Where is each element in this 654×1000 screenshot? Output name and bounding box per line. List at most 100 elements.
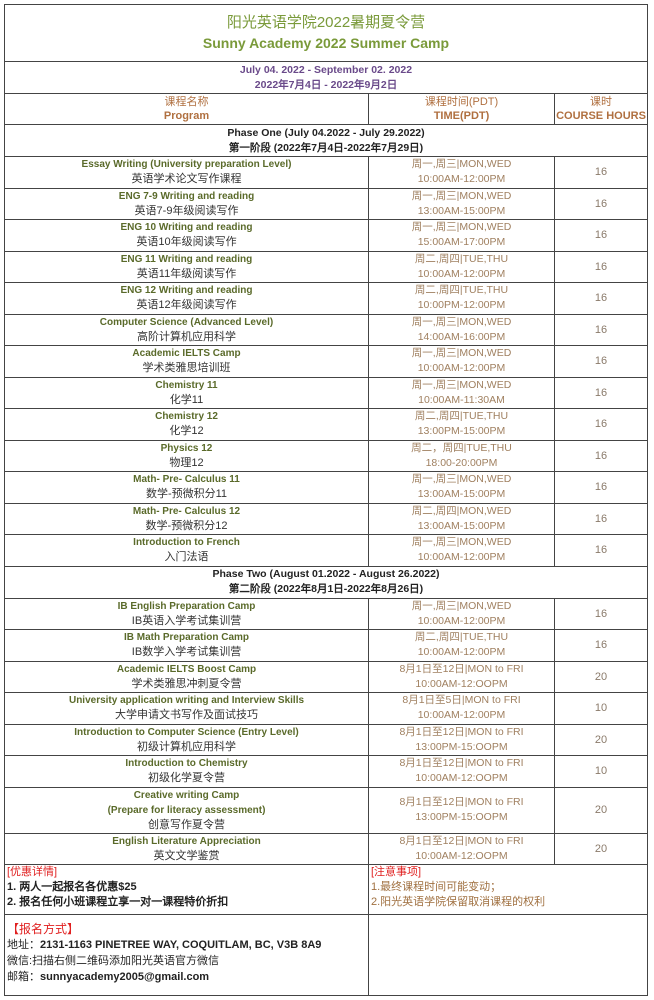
course-name-zh: 数学-预微积分12: [145, 519, 228, 532]
course-time: 周一,周三|MON,WED 13:00AM-15:00PM: [369, 188, 555, 219]
course-days: 8月1日至12日|MON to FRI: [399, 662, 524, 675]
course-hours-range: 13:00PM-15:OOPM: [415, 811, 508, 823]
course-name-zh: 英语7-9年级阅读写作: [134, 204, 239, 217]
course-time: 8月1日至12日|MON to FRI 13:00PM-15:OOPM: [369, 724, 555, 755]
course-name-zh: 英语11年级阅读写作: [136, 267, 237, 280]
title-block: 阳光英语学院2022暑期夏令营 Sunny Academy 2022 Summe…: [5, 5, 647, 62]
course-time: 周二,周四|TUE,THU 10:00PM-12:00PM: [369, 283, 555, 314]
table-row: Essay Writing (University preparation Le…: [5, 157, 647, 189]
course-name-en: Introduction to Chemistry: [125, 758, 248, 770]
course-days: 周一,周三|MON,WED: [411, 599, 512, 612]
course-hours: 16: [594, 292, 608, 305]
phase-header: Phase One (July 04.2022 - July 29.2022) …: [5, 125, 647, 157]
course-name-zh: 化学11: [169, 393, 204, 406]
course-days: 周一,周三|MON,WED: [411, 158, 512, 171]
course-days: 周一,周三|MON,WED: [411, 189, 512, 202]
course-program: Academic IELTS Camp 学术类雅思培训班: [5, 346, 369, 377]
table-row: ENG 11 Writing and reading 英语11年级阅读写作 周二,…: [5, 251, 647, 283]
course-program: Chemistry 11 化学11: [5, 377, 369, 408]
course-hours: 16: [594, 197, 608, 210]
course-days: 8月1日至12日|MON to FRI: [399, 796, 524, 808]
course-days: 8月1日至12日|MON to FRI: [399, 757, 524, 770]
course-hours-range: 15:00AM-17:00PM: [417, 236, 506, 249]
notes-row: [优惠详情] 1. 两人一起报名各优惠$25 2. 报名任何小班课程立享一对一课…: [5, 865, 647, 915]
course-time: 8月1日至12日|MON to FRI 13:00PM-15:OOPM: [369, 787, 555, 833]
course-days: 周二,周四|TUE,THU: [414, 252, 509, 265]
course-hours: 16: [594, 418, 608, 431]
course-hours: 16: [594, 229, 608, 242]
date-range-en: July 04. 2022 - September 02. 2022: [239, 64, 413, 76]
course-hours: 16: [594, 323, 608, 336]
course-hours: 16: [594, 449, 608, 462]
table-row: Academic IELTS Boost Camp 学术类雅思冲刺夏令营 8月1日…: [5, 661, 647, 693]
course-name-zh: 入门法语: [164, 551, 209, 564]
course-hours: 10: [594, 702, 608, 715]
course-name-en: IB English Preparation Camp: [117, 600, 256, 612]
course-hours: 16: [594, 512, 608, 525]
discount-details: [优惠详情] 1. 两人一起报名各优惠$25 2. 报名任何小班课程立享一对一课…: [5, 865, 369, 914]
discount-item: 1. 两人一起报名各优惠$25: [7, 881, 137, 893]
wechat-label: 微信:: [7, 955, 33, 967]
course-days: 周一,周三|MON,WED: [411, 347, 512, 360]
course-program: Chemistry 12 化学12: [5, 409, 369, 440]
course-hours-range: 13:00AM-15:00PM: [417, 204, 506, 217]
course-name-zh: IB数学入学考试集训营: [131, 646, 242, 659]
table-row: IB Math Preparation Camp IB数学入学考试集训营 周二,周…: [5, 630, 647, 662]
course-name-en: Chemistry 12: [155, 411, 218, 423]
course-name-en: Math- Pre- Calculus 11: [133, 474, 240, 486]
course-name-zh: 数学-预微积分11: [145, 488, 228, 501]
course-hours-range: 10:00AM-12:OOPM: [415, 772, 508, 785]
table-row: Chemistry 11 化学11 周一,周三|MON,WED 10:00AM-11…: [5, 377, 647, 409]
course-days: 8月1日至5日|MON to FRI: [402, 694, 521, 707]
phase-title-en: Phase One (July 04.2022 - July 29.2022): [227, 126, 425, 139]
schedule-sheet: 阳光英语学院2022暑期夏令营 Sunny Academy 2022 Summe…: [4, 4, 648, 996]
course-hours-range: 13:00AM-15:00PM: [417, 488, 506, 501]
course-hours-range: 18:00-20:00PM: [425, 456, 498, 469]
course-days: 周一,周三|MON,WED: [411, 473, 512, 486]
notice-item: 1.最终课程时间可能变动；: [371, 881, 502, 893]
course-hours-range: 13:00AM-15:00PM: [417, 519, 506, 532]
wechat-line: 微信:扫描右侧二维码添加阳光英语官方微信: [7, 953, 368, 969]
course-hours-range: 14:00AM-16:00PM: [417, 330, 506, 343]
table-row: Math- Pre- Calculus 11 数学-预微积分11 周一,周三|MO…: [5, 472, 647, 504]
course-time: 周一,周三|MON,WED 10:00AM-11:30AM: [369, 377, 555, 408]
contact-row: 【报名方式】 地址：2131-1163 PINETREE WAY, COQUIT…: [5, 915, 647, 995]
registration-heading: 【报名方式】: [7, 922, 80, 936]
course-name-en: (Prepare for literacy assessment): [107, 804, 266, 816]
course-hours-range: 13:00PM-15:OOPM: [415, 740, 508, 753]
course-program: Academic IELTS Boost Camp 学术类雅思冲刺夏令营: [5, 661, 369, 692]
phase-title-zh: 第二阶段 (2022年8月1日-2022年8月26日): [228, 583, 424, 595]
phase-title-zh: 第一阶段 (2022年7月4日-2022年7月29日): [228, 141, 424, 154]
course-time: 8月1日至5日|MON to FRI 10:00AM-12:00PM: [369, 693, 555, 724]
course-name-en: Academic IELTS Camp: [132, 348, 241, 360]
course-days: 周二,周四|TUE,THU: [414, 284, 509, 297]
phases: Phase One (July 04.2022 - July 29.2022) …: [5, 125, 647, 865]
course-time: 8月1日至12日|MON to FRI 10:00AM-12:OOPM: [369, 661, 555, 692]
email-link[interactable]: sunnyacademy2005@gmail.com: [40, 971, 210, 983]
table-row: ENG 10 Writing and reading 英语10年级阅读写作 周一,…: [5, 220, 647, 252]
discount-item: 2. 报名任何小班课程立享一对一课程特价折扣: [7, 896, 229, 908]
course-hours-range: 13:00PM-15:00PM: [417, 425, 506, 438]
course-time: 周一,周三|MON,WED 10:00AM-12:00PM: [369, 598, 555, 629]
course-days: 周二,周四|TUE,THU: [414, 410, 509, 423]
course-hours-range: 10:00AM-12:00PM: [417, 646, 506, 659]
course-name-en: ENG 11 Writing and reading: [120, 253, 253, 265]
course-time: 周二,周四|MON,WED 13:00AM-15:00PM: [369, 503, 555, 534]
header-program-en: Program: [163, 110, 210, 122]
course-time: 周二，周四|TUE,THU 18:00-20:00PM: [369, 440, 555, 471]
course-days: 8月1日至12日|MON to FRI: [399, 834, 524, 847]
course-days: 周二，周四|TUE,THU: [411, 441, 512, 454]
course-name-zh: 英文文学鉴赏: [153, 849, 220, 862]
table-row: Computer Science (Advanced Level) 高阶计算机应用…: [5, 314, 647, 346]
course-name-en: ENG 7-9 Writing and reading: [118, 190, 255, 202]
course-days: 8月1日至12日|MON to FRI: [399, 725, 524, 738]
title-en: Sunny Academy 2022 Summer Camp: [202, 35, 450, 51]
course-hours: 10: [594, 765, 608, 778]
header-time-en: TIME(PDT): [433, 110, 490, 122]
course-hours-range: 10:00AM-12:00PM: [417, 551, 506, 564]
course-program: Introduction to French 入门法语: [5, 535, 369, 566]
course-name-zh: 物理12: [169, 456, 204, 469]
course-hours-range: 10:00AM-12:00PM: [417, 362, 506, 375]
course-hours: 16: [594, 355, 608, 368]
course-hours: 16: [594, 166, 608, 179]
